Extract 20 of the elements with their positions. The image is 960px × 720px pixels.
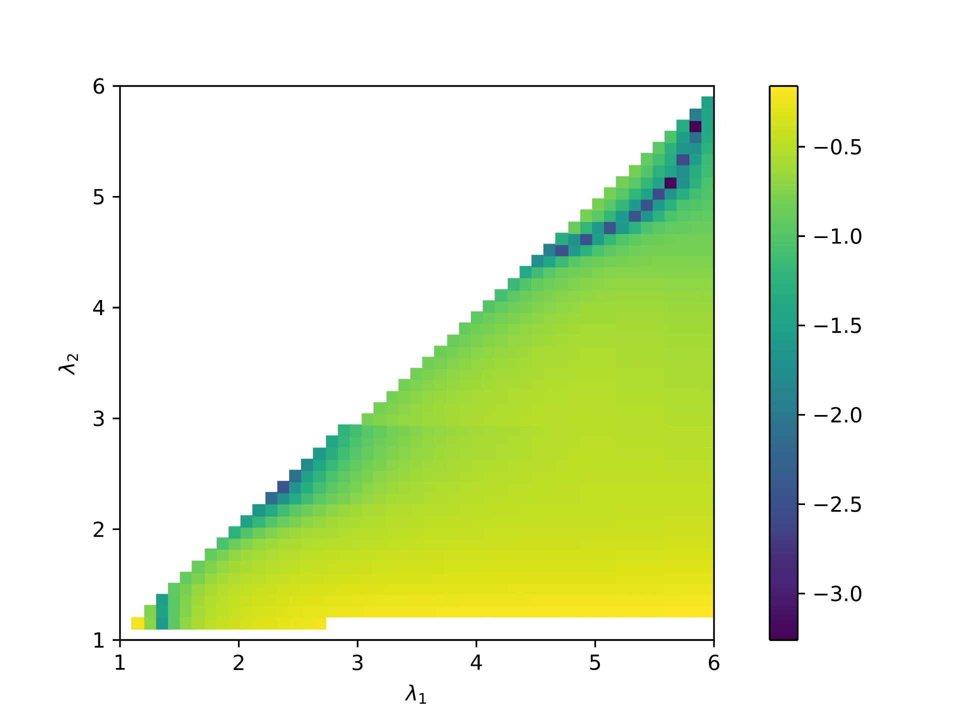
y-tick-label: 4 — [93, 300, 104, 316]
y-axis-title: λ$_{2}$ — [58, 354, 78, 376]
color-bar-label: −1.5 — [814, 318, 861, 334]
x-tick-label: 2 — [234, 654, 244, 670]
x-tick-label: 4 — [470, 654, 482, 670]
y-tick-label: 3 — [94, 410, 104, 426]
x-tick-label: 3 — [352, 654, 363, 670]
y-tick-label: 2 — [94, 521, 104, 537]
color-bar-label: −1.0 — [814, 228, 862, 244]
color-bar-label: −2.0 — [814, 406, 862, 423]
y-tick-label: 6 — [94, 78, 104, 94]
color-bar-label: −2.5 — [814, 496, 861, 512]
y-tick-label: 1 — [94, 632, 104, 648]
y-tick-label: 5 — [94, 189, 104, 205]
x-tick-label: 1 — [116, 654, 125, 670]
x-tick-label: 6 — [708, 654, 720, 670]
x-axis-title: λ$_{1}$ — [404, 684, 426, 704]
color-bar-label: −0.5 — [814, 138, 861, 155]
x-tick-label: 5 — [590, 654, 600, 670]
color-bar-label: −3.0 — [814, 586, 862, 602]
